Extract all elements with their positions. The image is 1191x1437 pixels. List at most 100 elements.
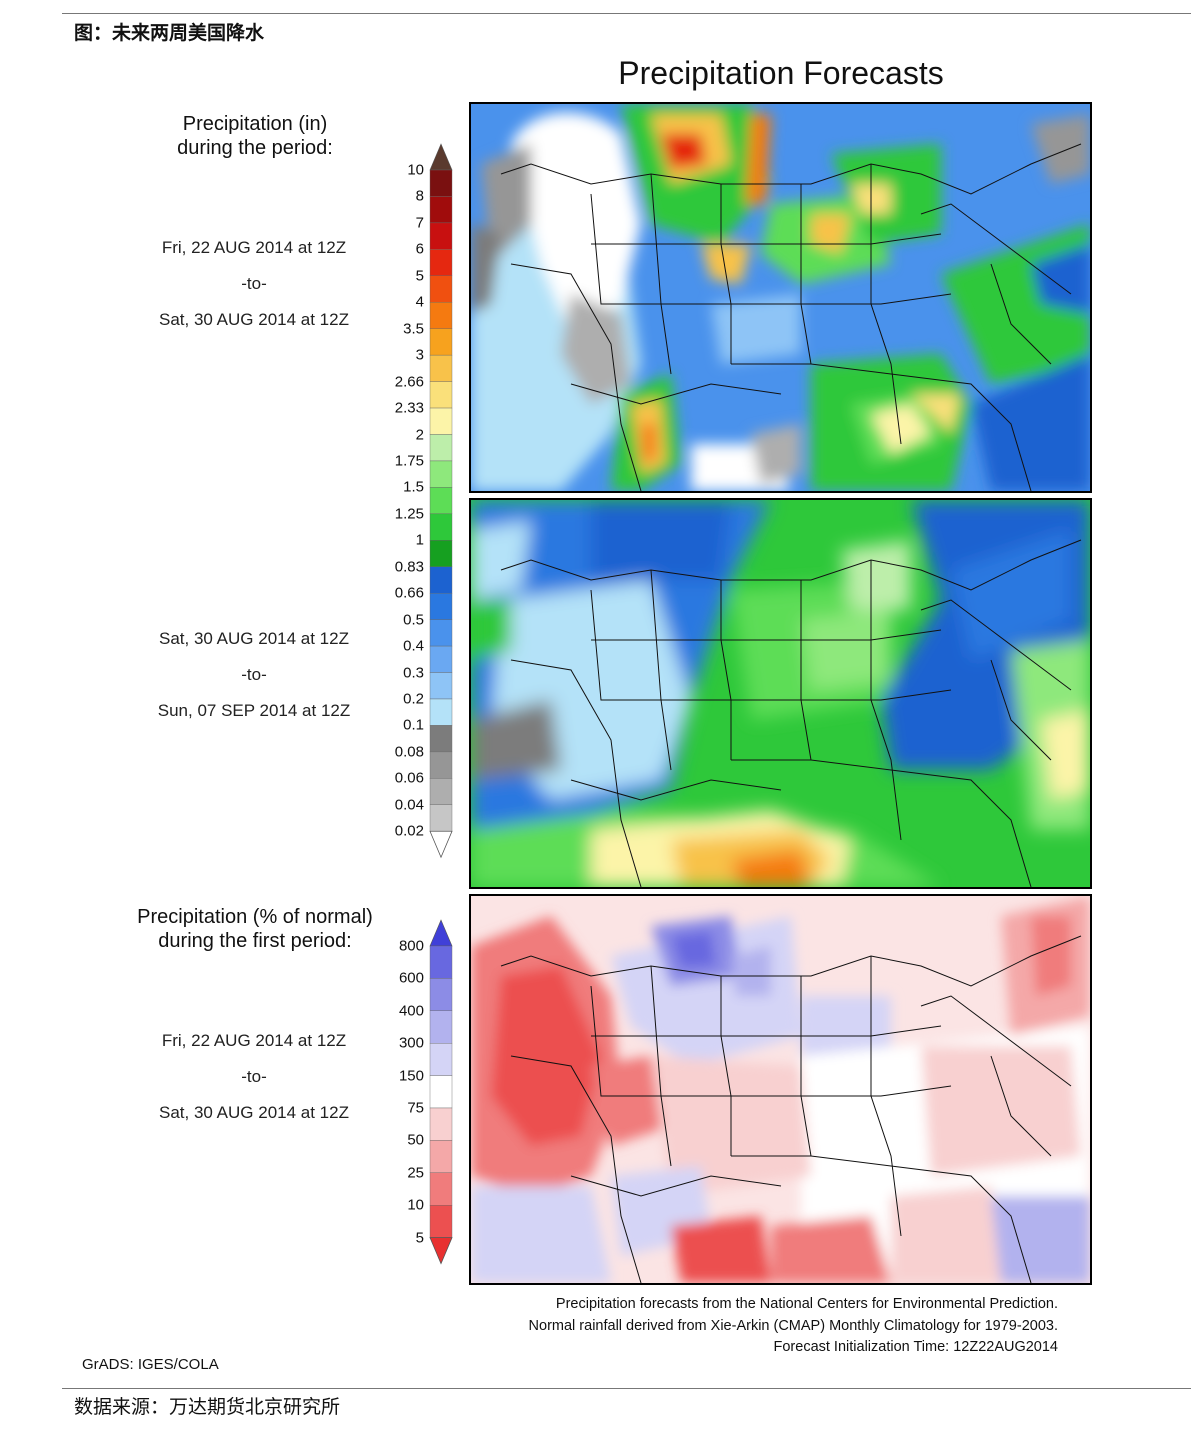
percent-legend-title-line1: Precipitation (% of normal)	[137, 906, 373, 928]
colorbar-segment	[429, 1205, 453, 1238]
colorbar-segment	[429, 196, 453, 224]
colorbar-tick-label: 0.06	[394, 769, 424, 787]
colorbar-segment	[429, 169, 453, 197]
colorbar-tick-label: 0.66	[394, 584, 424, 602]
map-percent-of-normal	[469, 894, 1092, 1285]
colorbar-tick-label: 0.4	[403, 637, 424, 655]
colorbar-segment	[429, 804, 453, 832]
period-1-start: Fri, 22 AUG 2014 at 12Z	[161, 238, 347, 257]
source-note-line1: Precipitation forecasts from the Nationa…	[555, 1296, 1058, 1312]
percent-colorbar	[429, 919, 453, 1265]
top-rule	[62, 13, 1191, 14]
colorbar-tick-label: 5	[415, 1229, 424, 1247]
precip-legend-title-line1: Precipitation (in)	[182, 113, 328, 135]
colorbar-tick-label: 2.33	[394, 399, 424, 417]
colorbar-segment	[429, 978, 453, 1012]
colorbar-segment	[429, 381, 453, 409]
colorbar-tick-label: 150	[398, 1067, 424, 1085]
colorbar-tick-label: 2.66	[394, 373, 424, 391]
colorbar-tick-label: 3.5	[403, 320, 424, 338]
colorbar-tick-label: 1	[415, 531, 424, 549]
colorbar-tick-label: 1.25	[394, 505, 424, 523]
colorbar-segment	[429, 698, 453, 726]
colorbar-segment	[429, 302, 453, 329]
colorbar-tick-label: 6	[415, 240, 424, 258]
precip-legend-title-line2: during the period:	[177, 137, 333, 159]
grads-credit: GrADS: IGES/COLA	[82, 1356, 219, 1373]
source-note-line2: Normal rainfall derived from Xie-Arkin (…	[528, 1317, 1058, 1334]
colorbar-top-arrow	[429, 919, 453, 947]
colorbar-segment	[429, 566, 453, 594]
colorbar-segment	[429, 487, 453, 515]
period-1-end: Sat, 30 AUG 2014 at 12Z	[159, 310, 349, 329]
colorbar-segment	[429, 593, 453, 620]
colorbar-segment	[429, 434, 453, 462]
colorbar-segment	[429, 540, 453, 567]
map-precip-period-1	[469, 102, 1092, 493]
colorbar-tick-label: 0.83	[394, 558, 424, 576]
colorbar-segment	[429, 1172, 453, 1206]
map-precip-period-2	[469, 498, 1092, 889]
colorbar-tick-label: 600	[398, 969, 424, 987]
colorbar-segment	[429, 249, 453, 276]
map-precip-period-2-image	[471, 500, 1090, 887]
colorbar-segment	[429, 354, 453, 382]
colorbar-tick-label: 7	[415, 214, 424, 232]
colorbar-segment	[429, 778, 453, 805]
colorbar-tick-label: 25	[407, 1164, 424, 1182]
colorbar-tick-label: 800	[398, 937, 424, 955]
colorbar-segment	[429, 751, 453, 779]
period-1-sep: -to-	[241, 274, 267, 293]
colorbar-segment	[429, 328, 453, 356]
period-2-end: Sun, 07 SEP 2014 at 12Z	[157, 701, 351, 720]
period-3-sep: -to-	[241, 1067, 267, 1086]
colorbar-tick-label: 0.5	[403, 611, 424, 629]
source-note-line3: Forecast Initialization Time: 12Z22AUG20…	[773, 1339, 1059, 1355]
colorbar-segment	[429, 725, 453, 753]
colorbar-segment	[429, 460, 453, 488]
colorbar-segment	[429, 645, 453, 673]
colorbar-tick-label: 5	[415, 267, 424, 285]
colorbar-segment	[429, 275, 453, 303]
colorbar-tick-label: 2	[415, 426, 424, 443]
data-source: 数据来源：万达期货北京研究所	[74, 1396, 341, 1418]
period-2-label: Sat, 30 AUG 2014 at 12Z -to- Sun, 07 SEP…	[124, 621, 384, 729]
colorbar-tick-label: 10	[407, 1196, 424, 1214]
colorbar-segment	[429, 619, 453, 647]
colorbar-segment	[429, 222, 453, 250]
figure-title: Precipitation Forecasts	[618, 55, 944, 91]
percent-legend-title-line2: during the first period:	[158, 930, 352, 952]
colorbar-tick-label: 1.5	[403, 478, 424, 496]
colorbar-tick-label: 0.08	[394, 743, 424, 761]
colorbar-bottom-arrow	[429, 1237, 453, 1265]
colorbar-tick-label: 0.2	[403, 690, 424, 708]
map-precip-period-1-image	[471, 104, 1090, 491]
source-note: Precipitation forecasts from the Nationa…	[470, 1294, 1058, 1359]
colorbar-tick-label: 0.3	[403, 664, 424, 682]
colorbar-segment	[429, 1140, 453, 1173]
colorbar-tick-label: 10	[407, 161, 424, 179]
colorbar-tick-label: 3	[415, 346, 424, 364]
colorbar-segment	[429, 1107, 453, 1141]
precip-colorbar	[429, 143, 453, 859]
colorbar-segment	[429, 1042, 453, 1076]
percent-legend-title: Precipitation (% of normal) during the f…	[115, 905, 395, 953]
colorbar-tick-label: 0.1	[403, 716, 424, 734]
colorbar-segment	[429, 1010, 453, 1044]
colorbar-tick-label: 300	[398, 1034, 424, 1052]
figure-caption: 图：未来两周美国降水	[74, 22, 265, 44]
colorbar-tick-label: 0.04	[394, 796, 424, 814]
period-1-label: Fri, 22 AUG 2014 at 12Z -to- Sat, 30 AUG…	[124, 230, 384, 338]
period-2-start: Sat, 30 AUG 2014 at 12Z	[159, 629, 349, 648]
colorbar-tick-label: 50	[407, 1131, 424, 1149]
precip-legend-title: Precipitation (in) during the period:	[150, 112, 360, 160]
colorbar-tick-label: 8	[415, 187, 424, 205]
colorbar-segment	[429, 1075, 453, 1109]
colorbar-tick-label: 0.02	[394, 822, 424, 840]
period-3-label: Fri, 22 AUG 2014 at 12Z -to- Sat, 30 AUG…	[124, 1023, 384, 1131]
bottom-rule	[62, 1388, 1191, 1389]
colorbar-segment	[429, 407, 453, 435]
colorbar-tick-label: 75	[407, 1099, 424, 1117]
period-3-start: Fri, 22 AUG 2014 at 12Z	[161, 1031, 347, 1050]
colorbar-tick-label: 400	[398, 1002, 424, 1020]
